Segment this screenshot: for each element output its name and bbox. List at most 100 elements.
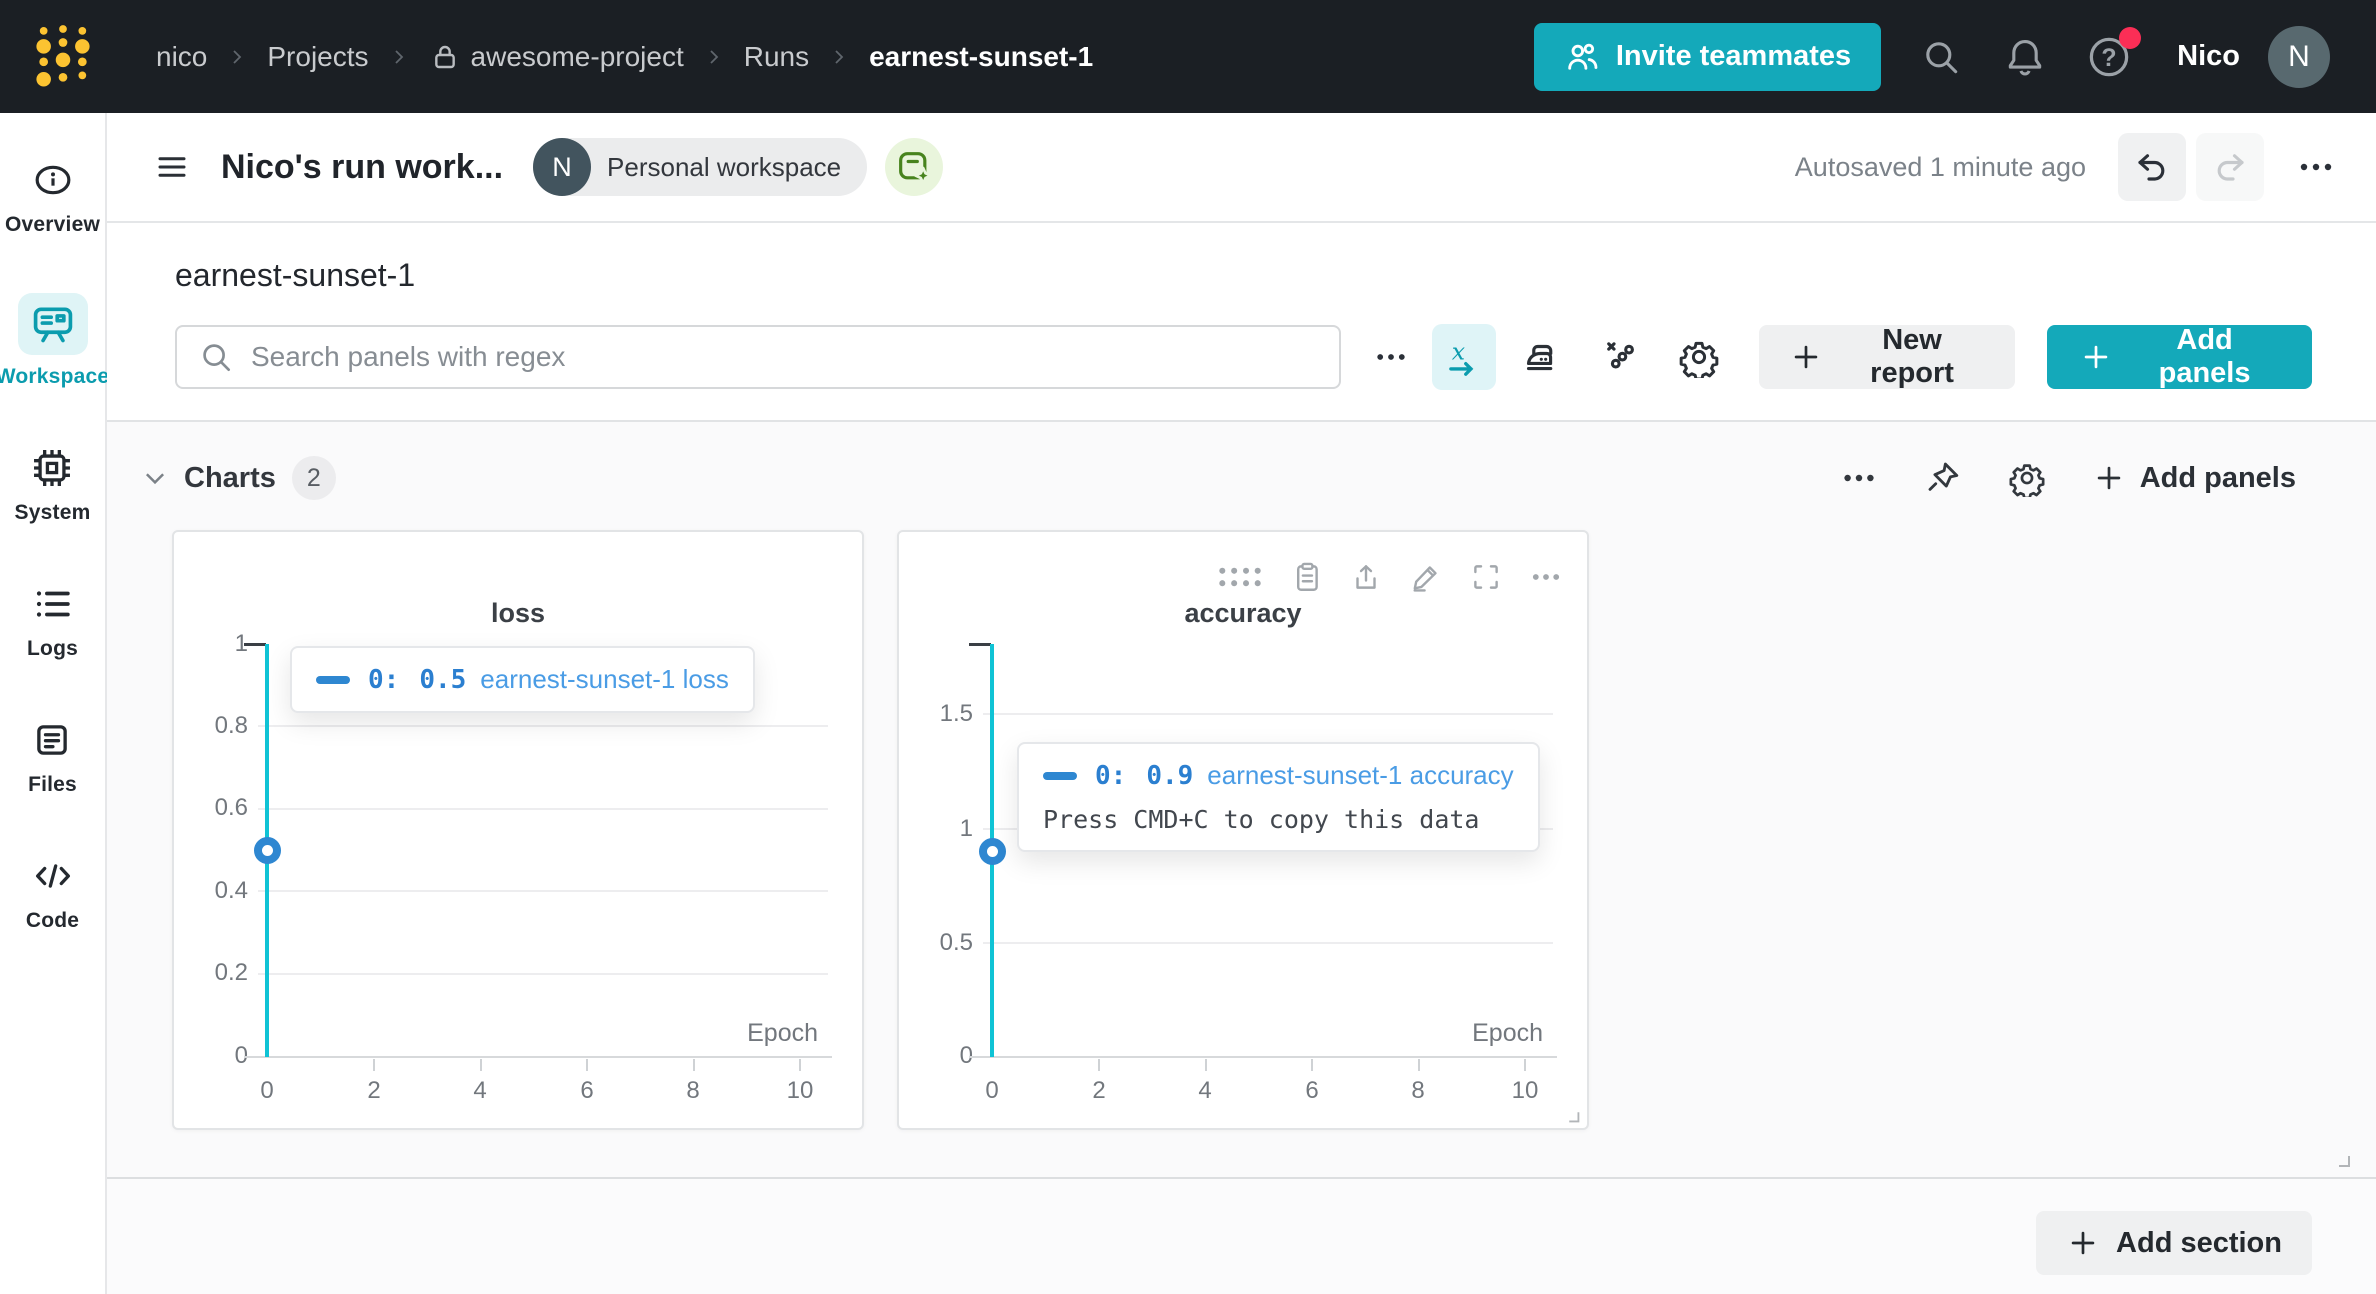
panel-loss: loss 1 0.8 0.6 0.4 0.2 0: [172, 530, 864, 1130]
panel-accuracy: accuracy 1.5 1 0.5 0: [897, 530, 1589, 1130]
copy-clipboard-icon[interactable]: [1289, 560, 1323, 594]
svg-text:?: ?: [2102, 43, 2117, 71]
workspace-avatar: N: [533, 138, 592, 196]
chevron-right-icon: [704, 47, 724, 67]
x-tick-label: 2: [367, 1077, 381, 1104]
new-report-label: New report: [1870, 324, 1954, 389]
x-tick-label: 4: [473, 1077, 487, 1104]
breadcrumb-project[interactable]: awesome-project: [429, 41, 684, 73]
charts-section: Charts 2 Add panels: [107, 420, 2376, 1179]
plus-icon: [2079, 340, 2113, 374]
sidebar-item-system[interactable]: System: [15, 445, 91, 525]
workspace-icon: [30, 301, 76, 347]
x-tick-label: 8: [1411, 1077, 1425, 1104]
export-share-icon[interactable]: [1349, 560, 1383, 594]
sidebar-item-label: Logs: [27, 637, 78, 660]
add-section-button[interactable]: Add section: [2036, 1211, 2312, 1275]
search-icon[interactable]: [1917, 33, 1965, 81]
chart-tooltip: 0: 0.9 earnest-sunset-1 accuracy Press C…: [1017, 742, 1540, 852]
x-tick-mark: [693, 1059, 695, 1071]
sidebar-item-logs[interactable]: Logs: [27, 581, 78, 661]
y-tick-label: 1.5: [939, 700, 973, 727]
outliers-scatter-icon[interactable]: [1588, 324, 1652, 390]
drag-handle-icon[interactable]: [1217, 562, 1263, 592]
add-panels-button[interactable]: Add panels: [2047, 324, 2312, 389]
plus-icon: [1789, 340, 1823, 374]
tooltip-value: 0.5: [419, 664, 467, 695]
notifications-bell-icon[interactable]: [2001, 33, 2049, 81]
workspace-overflow-menu-icon[interactable]: [2286, 137, 2346, 197]
gridline: [258, 808, 828, 810]
search-overflow-menu-icon[interactable]: [1363, 329, 1418, 385]
auto-panels-sparkle-icon[interactable]: [885, 138, 944, 196]
x-tick-label: 6: [580, 1077, 594, 1104]
tooltip-step: 0:: [1095, 760, 1127, 791]
sidebar-item-overview[interactable]: Overview: [5, 157, 100, 237]
tooltip-row: 0: 0.5 earnest-sunset-1 loss: [316, 664, 729, 695]
invite-teammates-button[interactable]: Invite teammates: [1533, 22, 1882, 91]
redo-button[interactable]: [2196, 133, 2264, 201]
breadcrumb-projects[interactable]: Projects: [267, 40, 369, 72]
panel-settings-gear-icon[interactable]: [1667, 324, 1731, 390]
series-dash-icon: [1043, 771, 1077, 780]
section-resize-handle[interactable]: [2330, 1147, 2354, 1171]
sidebar-item-label: System: [14, 501, 91, 524]
info-icon: [30, 157, 76, 203]
add-section-label: Add section: [2116, 1226, 2282, 1259]
x-tick-mark: [480, 1059, 482, 1071]
x-tick-mark: [1418, 1059, 1420, 1071]
panel-overflow-menu-icon[interactable]: [1529, 560, 1563, 594]
data-point: [979, 838, 1006, 865]
invite-teammates-label: Invite teammates: [1615, 40, 1852, 72]
chart-title: loss: [490, 598, 546, 628]
logs-icon: [30, 581, 76, 627]
workspace-selector[interactable]: N Personal workspace: [533, 138, 868, 196]
chevron-right-icon: [227, 47, 247, 67]
sidebar-item-files[interactable]: Files: [28, 717, 77, 797]
gridline: [258, 725, 828, 727]
main-content: Nico's run work... N Personal workspace …: [107, 113, 2376, 1294]
section-overflow-menu-icon[interactable]: [1840, 459, 1878, 497]
top-navbar: nico Projects awesome-project Runs earne…: [0, 0, 2376, 113]
sidebar-item-workspace[interactable]: Workspace: [0, 293, 109, 389]
breadcrumb-runs[interactable]: Runs: [743, 40, 810, 72]
x-tick-label: 0: [260, 1077, 274, 1104]
workspace-selector-label: Personal workspace: [607, 151, 842, 182]
hamburger-menu-icon[interactable]: [147, 142, 197, 192]
fullscreen-icon[interactable]: [1469, 560, 1503, 594]
breadcrumb-org[interactable]: nico: [156, 40, 208, 72]
lock-icon: [429, 41, 461, 73]
tooltip-step: 0:: [368, 664, 400, 695]
plus-icon: [2092, 461, 2126, 495]
code-icon: [30, 853, 76, 899]
run-block: earnest-sunset-1 x: [107, 223, 2376, 390]
section-add-panels-button[interactable]: Add panels: [2092, 461, 2296, 495]
section-settings-gear-icon[interactable]: [2008, 459, 2046, 497]
wandb-logo-icon[interactable]: [34, 22, 92, 92]
new-report-button[interactable]: New report: [1758, 324, 2016, 389]
smoothing-iron-icon[interactable]: [1510, 324, 1574, 390]
autosave-status: Autosaved 1 minute ago: [1794, 151, 2086, 182]
search-input[interactable]: [251, 341, 1320, 373]
x-axis-settings-icon[interactable]: x: [1431, 324, 1497, 390]
charts-section-toggle[interactable]: Charts: [140, 462, 276, 495]
sidebar-item-label: Overview: [5, 213, 100, 236]
y-tick-label: 0.4: [214, 877, 248, 904]
user-name[interactable]: Nico: [2177, 40, 2240, 72]
y-tick-label: 0: [234, 1042, 248, 1069]
data-point: [254, 837, 281, 864]
sidebar-item-code[interactable]: Code: [26, 853, 79, 933]
help-icon[interactable]: ?: [2085, 26, 2142, 81]
panel-resize-handle[interactable]: [1561, 1104, 1583, 1126]
edit-pencil-icon[interactable]: [1409, 560, 1443, 594]
avatar[interactable]: N: [2268, 25, 2330, 88]
series-dash-icon: [316, 675, 350, 684]
x-tick-mark: [1098, 1059, 1100, 1071]
svg-text:x: x: [1452, 338, 1465, 366]
x-tick-mark: [799, 1059, 801, 1071]
charts-section-header: Charts 2 Add panels: [107, 422, 2376, 502]
undo-button[interactable]: [2118, 133, 2186, 201]
tooltip-copy-hint: Press CMD+C to copy this data: [1043, 805, 1480, 834]
pin-section-icon[interactable]: [1924, 459, 1962, 497]
